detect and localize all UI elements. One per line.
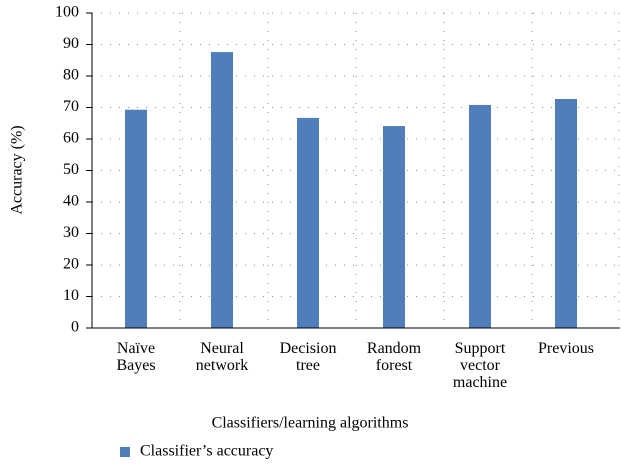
bar: [555, 98, 577, 329]
x-tick-label: Random forest: [366, 340, 422, 374]
x-tick-label: Naïve Bayes: [116, 340, 156, 374]
y-tick-label: 20: [63, 256, 79, 273]
legend-label: Classifier’s accuracy: [140, 443, 273, 460]
y-tick-label: 70: [63, 98, 79, 115]
y-tick-label: 80: [63, 67, 79, 84]
x-axis-label: Classifiers/learning algorithms: [212, 415, 409, 432]
bar: [469, 104, 491, 328]
y-tick-label: 90: [63, 35, 79, 52]
y-tick-label: 100: [55, 4, 79, 21]
y-axis-label: Accuracy (%): [9, 125, 26, 214]
y-tick-label: 10: [63, 287, 79, 304]
y-tick-label: 50: [63, 161, 79, 178]
y-tick-label: 40: [63, 193, 79, 210]
bar: [125, 109, 147, 328]
bar: [297, 117, 319, 329]
legend-swatch: [120, 447, 130, 457]
y-tick-label: 30: [63, 224, 79, 241]
bar: [211, 52, 233, 329]
x-tick-label: Decision tree: [279, 340, 337, 374]
x-tick-label: Neural network: [195, 340, 249, 374]
y-tick-label: 0: [71, 319, 79, 336]
x-tick-label: Support vector machine: [452, 340, 508, 391]
y-tick-label: 60: [63, 130, 79, 147]
bar: [383, 126, 405, 329]
x-tick-label: Previous: [538, 340, 594, 357]
